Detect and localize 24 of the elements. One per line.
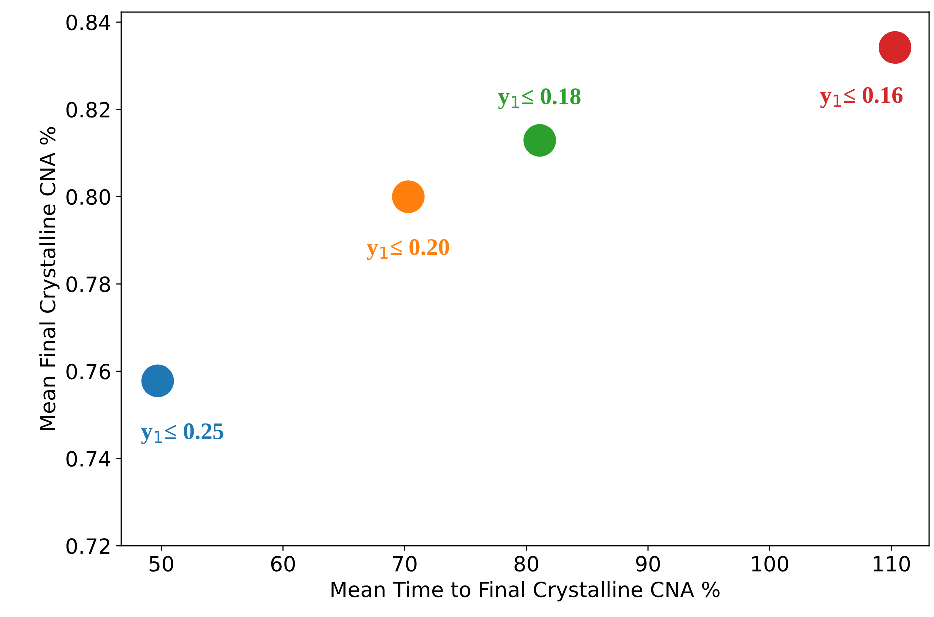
y-tick-label: 0.82 [66,102,110,118]
point [524,124,556,157]
x-tick-label: 90 [636,556,660,572]
annotation: y$_{1}$≤ 0.16 [820,87,903,108]
y-tick-label: 0.84 [66,14,111,31]
point [878,31,912,64]
annotation: y$_{1}$≤ 0.20 [367,239,450,260]
x-axis-title: Mean Time to Final Crystalline CNA % [332,581,720,602]
point [142,364,174,398]
point [392,180,425,214]
y-tick-label: 0.74 [66,451,111,467]
y-axis-title: Mean Final Crystalline CNA % [40,127,60,430]
x-tick-label: 60 [271,556,296,572]
x-tick-label: 50 [150,556,174,572]
y-tick-label: 0.80 [66,189,110,206]
y-tick-label: 0.76 [66,364,110,380]
y-tick-label: 0.78 [66,276,110,292]
annotation: y$_{1}$≤ 0.25 [141,424,224,444]
annotation: y$_{1}$≤ 0.18 [498,88,581,110]
x-tick-label: 110 [874,556,910,572]
x-tick-label: 80 [514,556,538,572]
y-tick-label: 0.72 [66,538,110,554]
x-tick-label: 70 [393,556,417,572]
x-tick-label: 100 [752,556,788,572]
